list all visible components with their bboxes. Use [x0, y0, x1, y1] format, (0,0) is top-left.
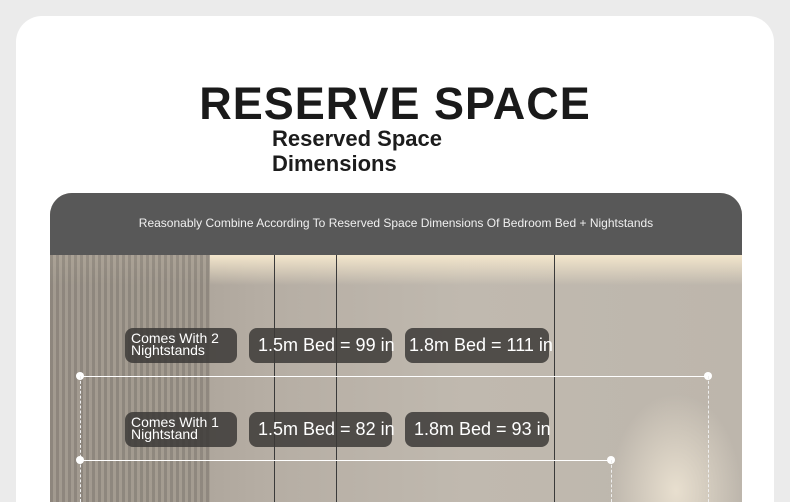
panel-seam [274, 255, 275, 502]
dimension-panel: Reasonably Combine According To Reserved… [50, 193, 742, 502]
dimension-line [80, 460, 611, 461]
size-1-5m: 1.5m Bed = 99 in [249, 328, 395, 363]
dimension-dot [76, 456, 84, 464]
row-label-line: Nightstand [131, 426, 198, 442]
row-label-line: Comes With 1 [131, 414, 219, 430]
subtitle: Reserved Space Dimensions [272, 126, 442, 176]
size-1-8m: 1.8m Bed = 93 in [405, 412, 551, 447]
row-label: Comes With 2 Nightstands [125, 328, 237, 363]
dimension-line [80, 376, 708, 377]
dashed-guide [80, 376, 81, 502]
row-label-line: Comes With 2 [131, 330, 219, 346]
lamp-light [610, 393, 742, 502]
row-label: Comes With 1 Nightstand [125, 412, 237, 447]
panel-seam [554, 255, 555, 502]
row-label-line: Nightstands [131, 342, 205, 358]
page-title: RESERVE SPACE [199, 78, 591, 129]
panel-seam [336, 255, 337, 502]
wall-slats [50, 255, 210, 502]
dashed-guide [708, 376, 709, 502]
dashed-guide [611, 460, 612, 502]
size-1-5m: 1.5m Bed = 82 in [249, 412, 395, 447]
banner: Reasonably Combine According To Reserved… [50, 193, 742, 255]
size-1-8m: 1.8m Bed = 111 in [405, 328, 553, 363]
